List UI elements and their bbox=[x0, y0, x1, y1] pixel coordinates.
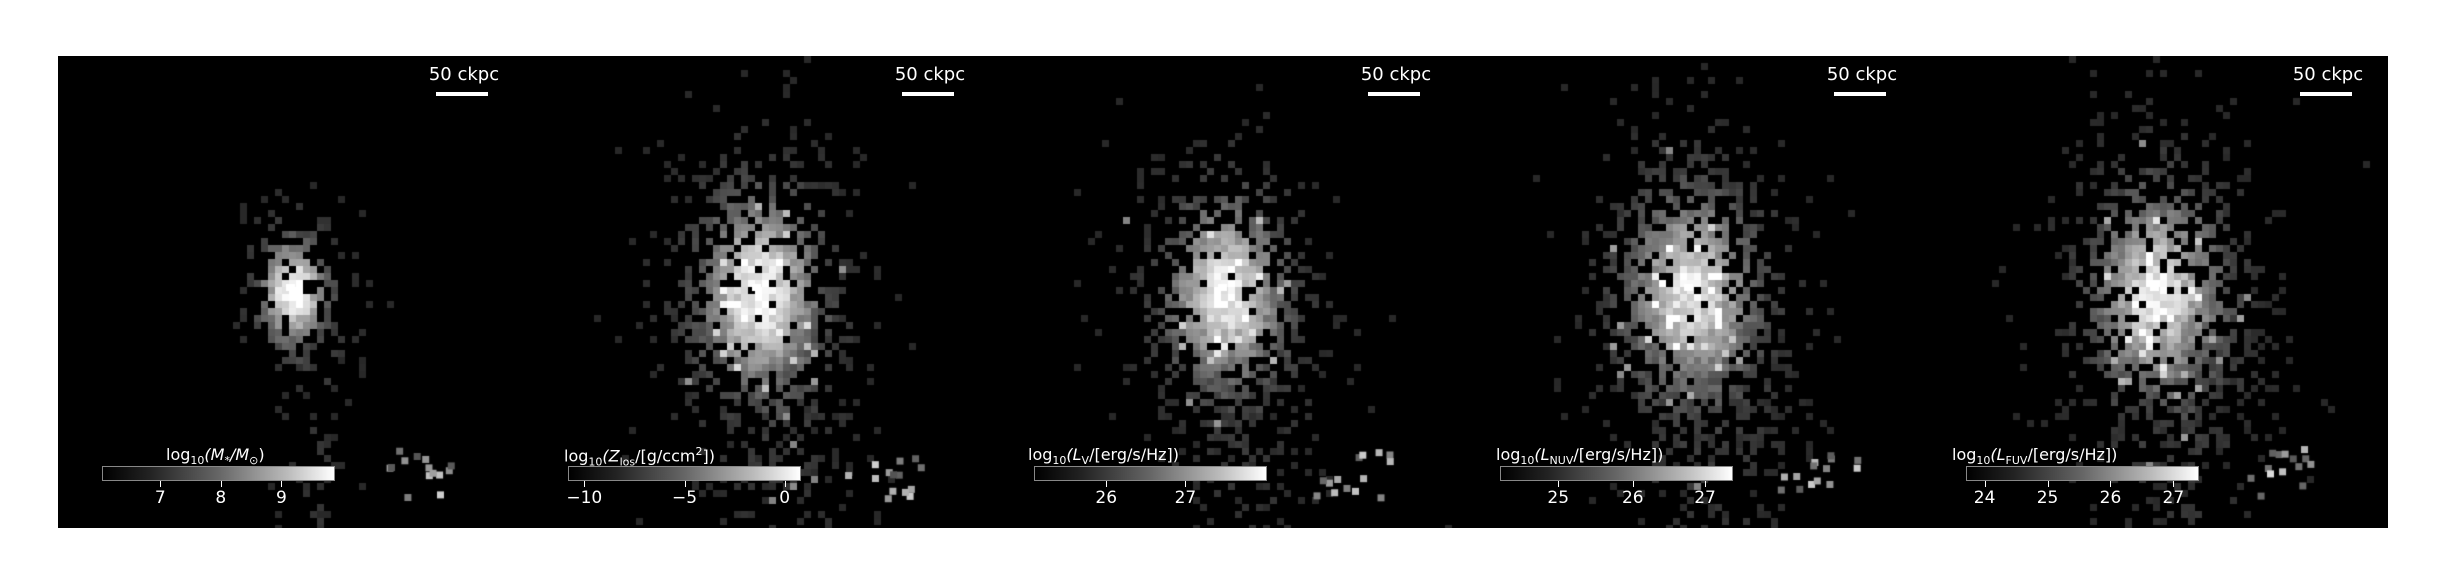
title-part: ⊙ bbox=[249, 454, 259, 468]
colorbar-tick bbox=[2173, 481, 2175, 487]
scale-bar-label: 50 ckpc bbox=[428, 64, 500, 85]
colorbar-tick-label: 7 bbox=[154, 488, 166, 508]
colorbar-tick bbox=[684, 481, 686, 487]
title-part: /[erg/s/Hz]) bbox=[2027, 445, 2118, 464]
title-part: * bbox=[224, 454, 230, 468]
colorbar-tick bbox=[160, 481, 162, 487]
title-part: 10 bbox=[1976, 454, 1991, 468]
image-panel-3: 50 ckpc log10(LV/[erg/s/Hz]) 26 27 bbox=[990, 56, 1456, 528]
scale-bar bbox=[1834, 92, 1886, 96]
title-part: (L bbox=[1534, 445, 1550, 464]
colorbar-tick-label: 26 bbox=[1621, 488, 1644, 508]
colorbar-title: log10(Zlos/[g/ccm2]) bbox=[564, 445, 715, 469]
title-part: 10 bbox=[588, 455, 603, 469]
image-panel-1: 50 ckpc log10(M*/M⊙) 7 8 9 bbox=[58, 56, 524, 528]
colorbar-tick bbox=[281, 481, 283, 487]
title-part: /[erg/s/Hz]) bbox=[1573, 445, 1664, 464]
title-part: (L bbox=[1066, 445, 1082, 464]
colorbar-tick bbox=[1106, 481, 1108, 487]
colorbar-tick bbox=[1632, 481, 1634, 487]
colorbar bbox=[1500, 466, 1733, 481]
scale-bar-label: 50 ckpc bbox=[894, 64, 966, 85]
colorbar-tick bbox=[584, 481, 586, 487]
colorbar-tick bbox=[784, 481, 786, 487]
title-part: log bbox=[1028, 445, 1053, 464]
colorbar-tick-label: 24 bbox=[1973, 488, 1996, 508]
scale-bar-label: 50 ckpc bbox=[1360, 64, 1432, 85]
title-part: (L bbox=[1990, 445, 2006, 464]
galaxy-map-2 bbox=[524, 56, 990, 528]
image-panel-2: 50 ckpc log10(Zlos/[g/ccm2]) −10 −5 0 bbox=[524, 56, 990, 528]
colorbar bbox=[568, 466, 801, 481]
image-panel-5: 50 ckpc log10(LFUV/[erg/s/Hz]) 24 25 26 27 bbox=[1922, 56, 2388, 528]
colorbar-tick bbox=[1185, 481, 1187, 487]
colorbar-tick-label: 25 bbox=[1547, 488, 1570, 508]
title-part: ) bbox=[258, 445, 265, 464]
title-part: log bbox=[564, 446, 589, 466]
colorbar-tick-label: 27 bbox=[1694, 488, 1716, 508]
title-part: 2 bbox=[695, 445, 703, 458]
scale-bar-label: 50 ckpc bbox=[1826, 64, 1898, 85]
colorbar-tick-label: 9 bbox=[275, 488, 287, 508]
scale-bar bbox=[2300, 92, 2352, 96]
colorbar-tick-label: −10 bbox=[566, 488, 603, 508]
title-part: V bbox=[1081, 454, 1090, 468]
colorbar-tick-label: 27 bbox=[1174, 488, 1197, 508]
title-part: /[erg/s/Hz]) bbox=[1089, 445, 1180, 464]
colorbar-title: log10(M*/M⊙) bbox=[166, 445, 265, 467]
title-part: (M bbox=[204, 445, 225, 464]
title-part: /[g/ccm bbox=[635, 446, 696, 466]
image-panel-4: 50 ckpc log10(LNUV/[erg/s/Hz]) 25 26 27 bbox=[1456, 56, 1922, 528]
colorbar-tick-label: 0 bbox=[779, 488, 791, 508]
colorbar-tick bbox=[2047, 481, 2049, 487]
colorbar bbox=[1034, 466, 1267, 481]
colorbar bbox=[1966, 466, 2199, 481]
galaxy-map-5 bbox=[1922, 56, 2388, 528]
colorbar-tick bbox=[1984, 481, 1986, 487]
title-part: 10 bbox=[190, 454, 205, 468]
title-part: ]) bbox=[702, 446, 715, 466]
colorbar-tick-label: −5 bbox=[671, 488, 698, 508]
colorbar-title: log10(LFUV/[erg/s/Hz]) bbox=[1952, 445, 2117, 467]
title-part: log bbox=[166, 445, 191, 464]
scale-bar bbox=[1368, 92, 1420, 96]
title-part: /M bbox=[229, 445, 250, 464]
title-part: 10 bbox=[1520, 454, 1535, 468]
title-part: log bbox=[1496, 445, 1521, 464]
title-part: NUV bbox=[1549, 454, 1574, 468]
colorbar-title: log10(LV/[erg/s/Hz]) bbox=[1028, 445, 1179, 467]
scale-bar-label: 50 ckpc bbox=[2292, 64, 2364, 85]
colorbar-tick bbox=[220, 481, 222, 487]
title-part: los bbox=[619, 455, 636, 469]
title-part: FUV bbox=[2005, 454, 2028, 468]
colorbar-title: log10(LNUV/[erg/s/Hz]) bbox=[1496, 445, 1663, 467]
colorbar-tick bbox=[2110, 481, 2112, 487]
galaxy-map-3 bbox=[990, 56, 1456, 528]
colorbar-tick-label: 26 bbox=[1095, 488, 1118, 508]
title-part: 10 bbox=[1052, 454, 1067, 468]
title-part: (Z bbox=[602, 446, 620, 466]
scale-bar bbox=[902, 92, 954, 96]
colorbar-tick-label: 25 bbox=[2036, 488, 2059, 508]
colorbar-tick bbox=[1705, 481, 1707, 487]
title-part: log bbox=[1952, 445, 1977, 464]
colorbar-tick-label: 8 bbox=[215, 488, 227, 508]
colorbar bbox=[102, 466, 335, 481]
galaxy-map-4 bbox=[1456, 56, 1922, 528]
colorbar-tick-label: 26 bbox=[2099, 488, 2122, 508]
colorbar-tick bbox=[1558, 481, 1560, 487]
galaxy-map-1 bbox=[58, 56, 524, 528]
scale-bar bbox=[436, 92, 488, 96]
colorbar-tick-label: 27 bbox=[2162, 488, 2185, 508]
